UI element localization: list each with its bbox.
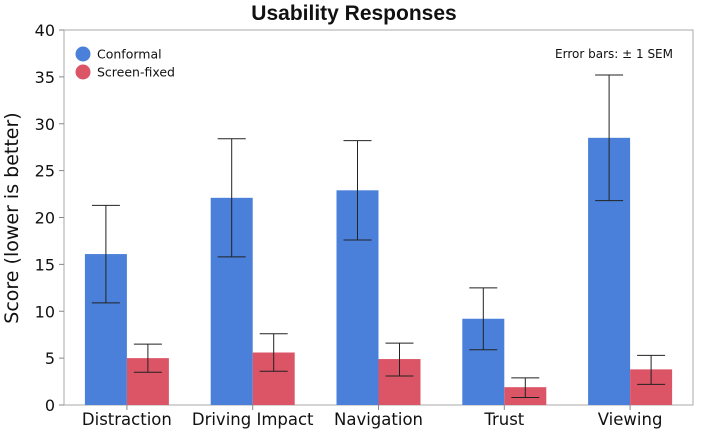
y-tick-label: 10: [35, 302, 55, 321]
legend-label: Screen-fixed: [97, 65, 175, 80]
y-tick-label: 35: [35, 68, 55, 87]
error-bars-note: Error bars: ± 1 SEM: [555, 47, 673, 61]
x-tick-label: Trust: [483, 410, 524, 429]
y-tick-label: 15: [35, 255, 55, 274]
x-tick-label: Navigation: [334, 410, 423, 429]
legend-marker: [75, 46, 91, 62]
y-axis: 0 5 10 15 20 25 30 35 40: [35, 21, 64, 415]
legend: Conformal Screen-fixed: [75, 46, 175, 80]
legend-marker: [75, 64, 91, 80]
y-tick-label: 25: [35, 162, 55, 181]
x-axis: Distraction Driving Impact Navigation Trust…: [82, 405, 663, 429]
bars: [84, 74, 673, 405]
y-tick-label: 40: [35, 21, 55, 40]
x-tick-label: Driving Impact: [192, 410, 314, 429]
y-tick-label: 5: [45, 349, 55, 368]
legend-label: Conformal: [97, 47, 162, 62]
chart-title: Usability Responses: [251, 2, 456, 25]
y-tick-label: 30: [35, 115, 55, 134]
y-tick-label: 0: [45, 396, 55, 415]
x-tick-label: Distraction: [82, 410, 172, 429]
y-axis-label: Score (lower is better): [1, 112, 23, 323]
y-tick-label: 20: [35, 209, 55, 228]
x-tick-label: Viewing: [598, 410, 663, 429]
